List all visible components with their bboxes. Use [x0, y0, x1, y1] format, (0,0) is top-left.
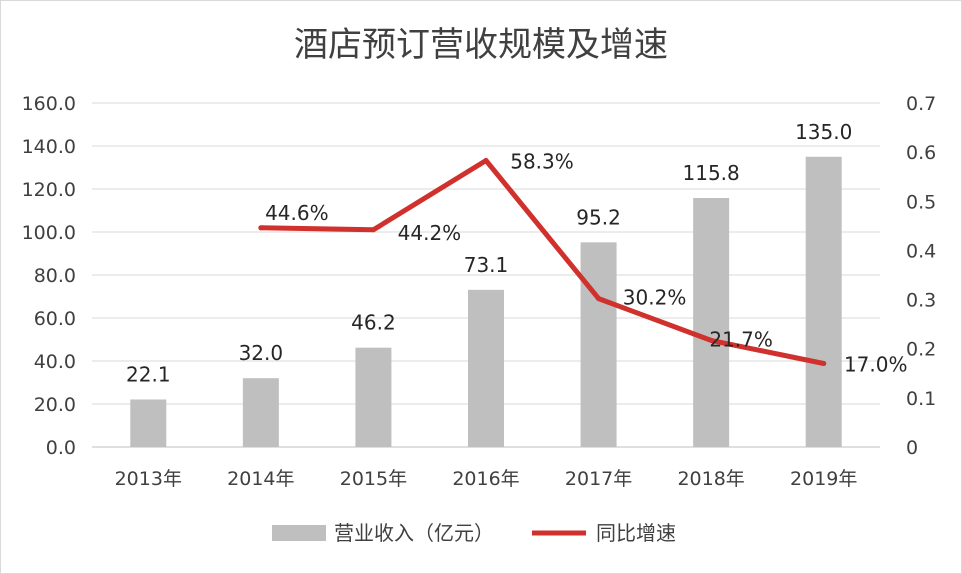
- x-tick-label: 2016年: [452, 468, 519, 490]
- y-left-tick-label: 80.0: [34, 265, 76, 287]
- y-right-tick-label: 0.3: [906, 290, 936, 312]
- y-left-tick-label: 140.0: [22, 136, 76, 158]
- line-data-label: 58.3%: [510, 149, 574, 173]
- y-right-tick-label: 0.4: [906, 240, 936, 262]
- bar: [130, 399, 167, 447]
- line-data-label: 44.6%: [265, 201, 329, 225]
- bar-series: 22.1 32.0 46.2 73.1 95.2 115.8 135.0: [126, 120, 852, 447]
- bar-data-label: 95.2: [576, 205, 621, 229]
- y-left-tick-label: 120.0: [22, 179, 76, 201]
- x-tick-label: 2015年: [340, 468, 407, 490]
- line-point: [708, 337, 714, 343]
- growth-line: [258, 158, 827, 366]
- legend-label-line: 同比增速: [596, 521, 676, 545]
- line-point: [370, 227, 376, 233]
- legend-swatch-bar: [272, 525, 326, 541]
- chart-title: 酒店预订营收规模及增速: [294, 25, 668, 65]
- bar: [580, 242, 617, 447]
- bar-data-label: 32.0: [239, 341, 284, 365]
- line-data-label: 17.0%: [844, 352, 908, 376]
- line-data-label: 44.2%: [398, 221, 462, 245]
- bar-data-label: 46.2: [351, 311, 396, 335]
- bar: [693, 198, 730, 447]
- legend: 营业收入（亿元） 同比增速: [272, 521, 676, 545]
- x-axis-ticks: 2013年 2014年 2015年 2016年 2017年 2018年 2019年: [115, 468, 858, 490]
- x-tick-label: 2019年: [790, 468, 857, 490]
- bar-data-label: 115.8: [683, 161, 740, 185]
- y-right-tick-label: 0.7: [906, 93, 936, 115]
- left-axis-ticks: 0.0 20.0 40.0 60.0 80.0 100.0 120.0 140.0 160.0: [22, 93, 76, 459]
- line-point: [821, 360, 827, 366]
- y-left-tick-label: 0.0: [46, 437, 76, 459]
- line-point: [483, 157, 489, 163]
- line-series: 44.6% 44.2% 58.3% 30.2% 21.7% 17.0%: [258, 149, 907, 376]
- y-left-tick-label: 40.0: [34, 351, 76, 373]
- bar: [805, 156, 842, 447]
- right-axis-ticks: 0 0.1 0.2 0.3 0.4 0.5 0.6 0.7: [906, 93, 936, 459]
- y-right-tick-label: 0.5: [906, 191, 936, 213]
- line-data-label: 30.2%: [623, 286, 687, 310]
- line-data-label: 21.7%: [709, 327, 773, 351]
- y-right-tick-label: 0.2: [906, 339, 936, 361]
- gridlines: [92, 102, 880, 448]
- bar: [242, 378, 279, 447]
- x-tick-label: 2017年: [565, 468, 632, 490]
- y-left-tick-label: 20.0: [34, 394, 76, 416]
- x-tick-label: 2018年: [677, 468, 744, 490]
- y-right-tick-label: 0.1: [906, 388, 936, 410]
- x-tick-label: 2014年: [227, 468, 294, 490]
- y-right-tick-label: 0.6: [906, 142, 936, 164]
- bar-data-label: 22.1: [126, 362, 171, 386]
- line-point: [258, 225, 264, 231]
- bar: [468, 289, 504, 447]
- bar: [355, 347, 392, 447]
- x-tick-label: 2013年: [115, 468, 182, 490]
- y-left-tick-label: 160.0: [22, 93, 76, 115]
- y-left-tick-label: 100.0: [22, 222, 76, 244]
- y-right-tick-label: 0: [906, 437, 918, 459]
- bar-data-label: 73.1: [464, 253, 509, 277]
- bar-data-label: 135.0: [795, 120, 852, 144]
- line-point: [596, 296, 602, 302]
- y-left-tick-label: 60.0: [34, 308, 76, 330]
- legend-label-bar: 营业收入（亿元）: [334, 521, 494, 545]
